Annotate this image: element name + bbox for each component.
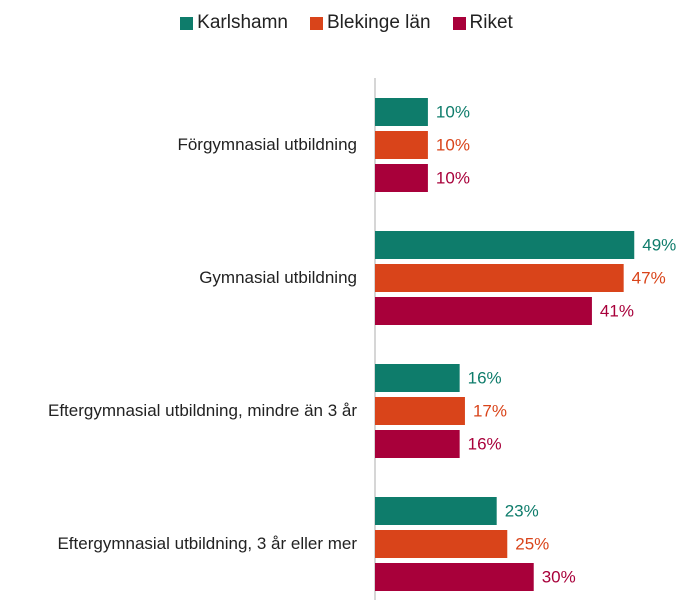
bar <box>375 430 460 458</box>
category-label: Förgymnasial utbildning <box>0 134 357 156</box>
legend-item: Karlshamn <box>180 12 288 34</box>
bar <box>375 563 534 591</box>
value-label: 41% <box>600 301 634 320</box>
value-label: 23% <box>505 501 539 520</box>
category-text: Förgymnasial utbildning <box>177 135 357 154</box>
legend-swatch <box>452 16 466 30</box>
category-label: Eftergymnasial utbildning, mindre än 3 å… <box>0 400 357 422</box>
value-label: 10% <box>436 168 470 187</box>
value-label: 10% <box>436 102 470 121</box>
bar <box>375 297 592 325</box>
legend-label: Riket <box>469 12 513 33</box>
legend-label: Karlshamn <box>197 12 288 33</box>
category-label: Gymnasial utbildning <box>0 267 357 289</box>
legend-item: Riket <box>452 12 513 34</box>
value-label: 30% <box>542 567 576 586</box>
category-label: Eftergymnasial utbildning, 3 år eller me… <box>0 533 357 555</box>
legend-swatch <box>310 16 323 30</box>
legend: Karlshamn Blekinge län Riket <box>0 12 693 34</box>
value-label: 25% <box>515 534 549 553</box>
category-text: Eftergymnasial utbildning, 3 år eller me… <box>57 534 357 553</box>
bar <box>375 164 428 192</box>
bar <box>375 264 624 292</box>
legend-swatch <box>180 16 194 30</box>
category-text: Eftergymnasial utbildning, mindre än 3 å… <box>48 401 357 420</box>
value-label: 10% <box>436 135 470 154</box>
legend-item: Blekinge län <box>310 12 431 34</box>
value-label: 47% <box>632 268 666 287</box>
bar <box>375 98 428 126</box>
legend-label: Blekinge län <box>327 12 431 33</box>
bar <box>375 131 428 159</box>
bar <box>375 397 465 425</box>
value-label: 49% <box>642 235 676 254</box>
bar <box>375 530 508 558</box>
value-label: 16% <box>468 368 502 387</box>
bar <box>375 364 460 392</box>
value-label: 16% <box>468 434 502 453</box>
value-label: 17% <box>473 401 507 420</box>
bar <box>375 231 635 259</box>
category-text: Gymnasial utbildning <box>199 268 357 287</box>
bar <box>375 497 497 525</box>
